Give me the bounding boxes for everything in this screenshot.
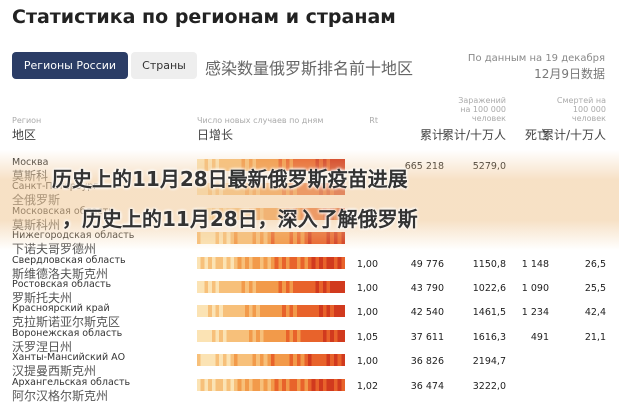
banner-line: ，历史上的11月28日，深入了解俄罗斯 — [62, 207, 418, 231]
region-name: Красноярский край — [12, 303, 110, 315]
region-name-zh: 克拉斯诺亚尔斯克区 — [12, 315, 121, 330]
cell: 21,1 — [584, 331, 606, 343]
cell: 42,4 — [584, 307, 606, 319]
date-zh: 12月9日数据 — [534, 67, 605, 81]
region-name: Свердловская область — [12, 254, 126, 266]
cell: 1,02 — [356, 380, 378, 392]
cell: 1 234 — [521, 307, 549, 319]
cell: 36 474 — [410, 380, 444, 392]
region-name: Архангельская область — [12, 376, 131, 388]
daily-cases-heatmap — [197, 354, 345, 367]
cell: 1461,5 — [472, 307, 506, 319]
region-name-zh: 阿尔汉格尔斯克州 — [12, 388, 109, 403]
column-header-zh: 累计/十万人 — [541, 128, 606, 142]
cell: 36 826 — [410, 356, 444, 368]
cell: 1022,6 — [472, 283, 506, 294]
cell: 1616,3 — [472, 331, 506, 343]
region-name-zh: 罗斯托夫州 — [12, 291, 73, 305]
column-header-zh: 累计/十万人 — [441, 128, 506, 142]
column-header-zh: 地区 — [12, 128, 37, 142]
tab-regions[interactable]: Регионы России — [12, 52, 128, 79]
cell: 1150,8 — [472, 258, 506, 270]
cell: 42 540 — [410, 307, 444, 319]
cell: 26,5 — [584, 258, 606, 270]
cell: 1 090 — [521, 283, 549, 294]
daily-cases-heatmap — [197, 256, 345, 269]
cell: 43 790 — [410, 283, 444, 294]
banner — [0, 150, 619, 250]
region-name: Ростовская область — [12, 279, 112, 290]
column-header: Rt — [369, 116, 378, 125]
title: Статистика по регионам и странам — [12, 6, 396, 28]
column-header: Заражений на 100 000 человек — [458, 96, 506, 123]
cell: 2194,7 — [472, 356, 506, 368]
column-header: Смертей на 100 000 человек — [556, 96, 606, 123]
cell: 1,05 — [356, 331, 378, 343]
cell: 1,00 — [356, 283, 378, 294]
banner-line: 历史上的11月28日最新俄罗斯疫苗进展 — [52, 167, 408, 191]
daily-cases-heatmap — [197, 378, 345, 391]
column-header: Регион — [12, 116, 42, 125]
daily-cases-heatmap — [197, 281, 345, 293]
column-header-zh: 日增长 — [197, 128, 234, 142]
cell: 1,00 — [356, 258, 378, 270]
cell: 1 148 — [521, 258, 549, 270]
tab-countries[interactable]: Страны — [131, 52, 197, 79]
cell: 1,00 — [356, 307, 378, 319]
cell: 491 — [530, 331, 549, 343]
column-header-zh: 累计 — [419, 128, 444, 142]
region-name-zh: 汉提曼西斯克州 — [12, 364, 97, 379]
region-name: Ханты-Мансийский АО — [12, 352, 126, 364]
column-header-zh: 死亡 — [524, 128, 549, 142]
cell: 1,00 — [356, 356, 378, 368]
date: По данным на 19 декабря — [467, 53, 605, 64]
daily-cases-heatmap — [197, 329, 345, 342]
cell: 49 776 — [410, 258, 444, 270]
region-name: Воронежская область — [12, 327, 123, 339]
column-header: Число новых случаев по дням — [197, 116, 324, 125]
daily-cases-heatmap — [197, 305, 345, 318]
subtitle: 感染数量俄罗斯排名前十地区 — [205, 59, 414, 78]
cell: 3222,0 — [472, 380, 506, 392]
cell: 25,5 — [584, 283, 606, 294]
cell: 37 611 — [410, 331, 444, 343]
region-name-zh: 斯维德洛夫斯克州 — [12, 266, 109, 281]
region-name-zh: 沃罗涅日州 — [12, 339, 73, 354]
